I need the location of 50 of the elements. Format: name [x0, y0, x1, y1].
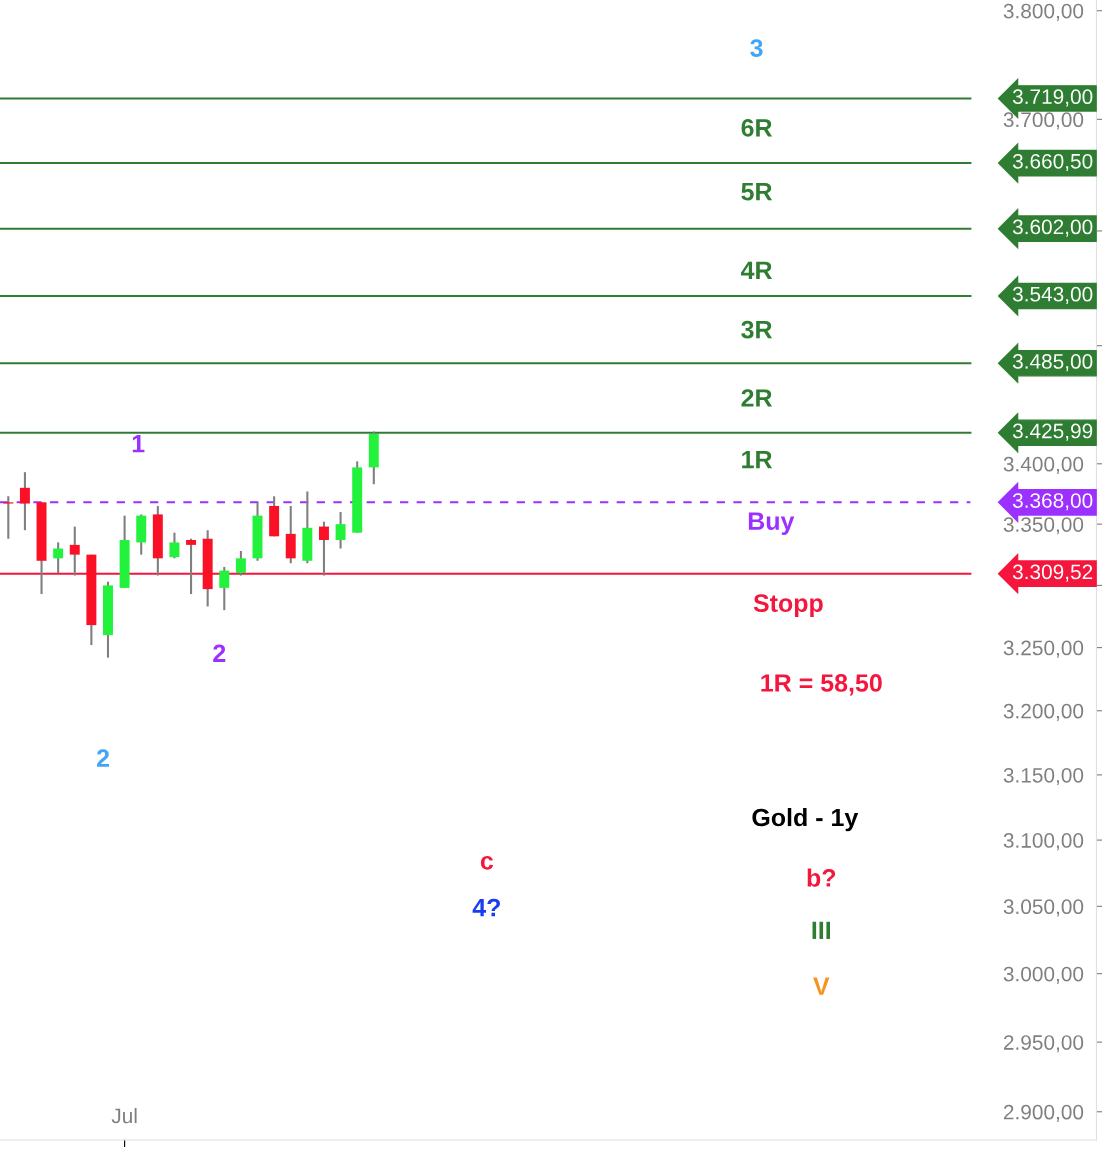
- annotation: 3R: [741, 320, 773, 339]
- annotation: 1R = 58,50: [761, 674, 882, 696]
- annotation: 4?: [472, 898, 500, 917]
- ref-line-label: 3.719,00: [1012, 89, 1093, 107]
- ref-line-label: 3.602,00: [1012, 219, 1093, 237]
- y-tick-label: 3.400,00: [1003, 456, 1084, 475]
- candlestick: [318, 520, 329, 577]
- annotation: 2R: [741, 389, 773, 407]
- y-tick-label: 3.250,00: [1003, 640, 1084, 658]
- candlestick: [335, 510, 346, 550]
- annotation: 3: [750, 39, 763, 57]
- candlestick: [169, 531, 180, 560]
- ref-line-label: 3.309,52: [1012, 564, 1093, 582]
- y-tick-label: 3.050,00: [1003, 899, 1084, 917]
- annotation: Stopp: [753, 594, 823, 617]
- y-tick-label: 3.200,00: [1003, 703, 1084, 721]
- y-tick-label: 3.000,00: [1003, 966, 1084, 984]
- x-tick-label: Jul: [111, 1108, 137, 1124]
- annotation: 6R: [741, 118, 773, 137]
- y-tick-label: 3.350,00: [1003, 517, 1084, 535]
- annotation: 2: [213, 644, 226, 662]
- candlestick: [3, 495, 14, 540]
- annotation: III: [812, 921, 831, 939]
- text: Gold - 1y: [752, 807, 859, 832]
- annotation: b?: [807, 868, 836, 887]
- candlestick: [53, 541, 64, 575]
- annotation: 1: [132, 434, 145, 453]
- annotation: 2: [96, 749, 110, 767]
- y-tick-label: 3.800,00: [1003, 3, 1084, 21]
- annotation: 5R: [741, 183, 773, 201]
- y-tick-label: 3.150,00: [1003, 767, 1084, 786]
- ref-line-label: 3.660,50: [1012, 153, 1093, 172]
- y-tick-label: 2.900,00: [1003, 1104, 1084, 1122]
- y-tick-label: 2.950,00: [1003, 1035, 1084, 1053]
- candlestick: [19, 471, 30, 532]
- annotation: 4R: [740, 261, 773, 279]
- ref-line-label: 3.425,99: [1012, 423, 1093, 441]
- ref-line-label: 3.485,00: [1012, 354, 1093, 372]
- y-tick-label: 3.700,00: [1003, 112, 1084, 130]
- ref-line-label: 3.543,00: [1012, 286, 1093, 305]
- annotation: V: [813, 977, 830, 995]
- annotation: Buy: [748, 512, 795, 535]
- candlestick: [186, 537, 197, 596]
- candlestick: [219, 565, 230, 612]
- ref-line-label: 3.368,00: [1012, 493, 1093, 511]
- annotation: c: [480, 855, 494, 870]
- annotation: 1R: [742, 450, 773, 469]
- y-tick-label: 3.100,00: [1003, 833, 1084, 851]
- candlestick: [69, 525, 80, 577]
- candlestick: [235, 549, 246, 577]
